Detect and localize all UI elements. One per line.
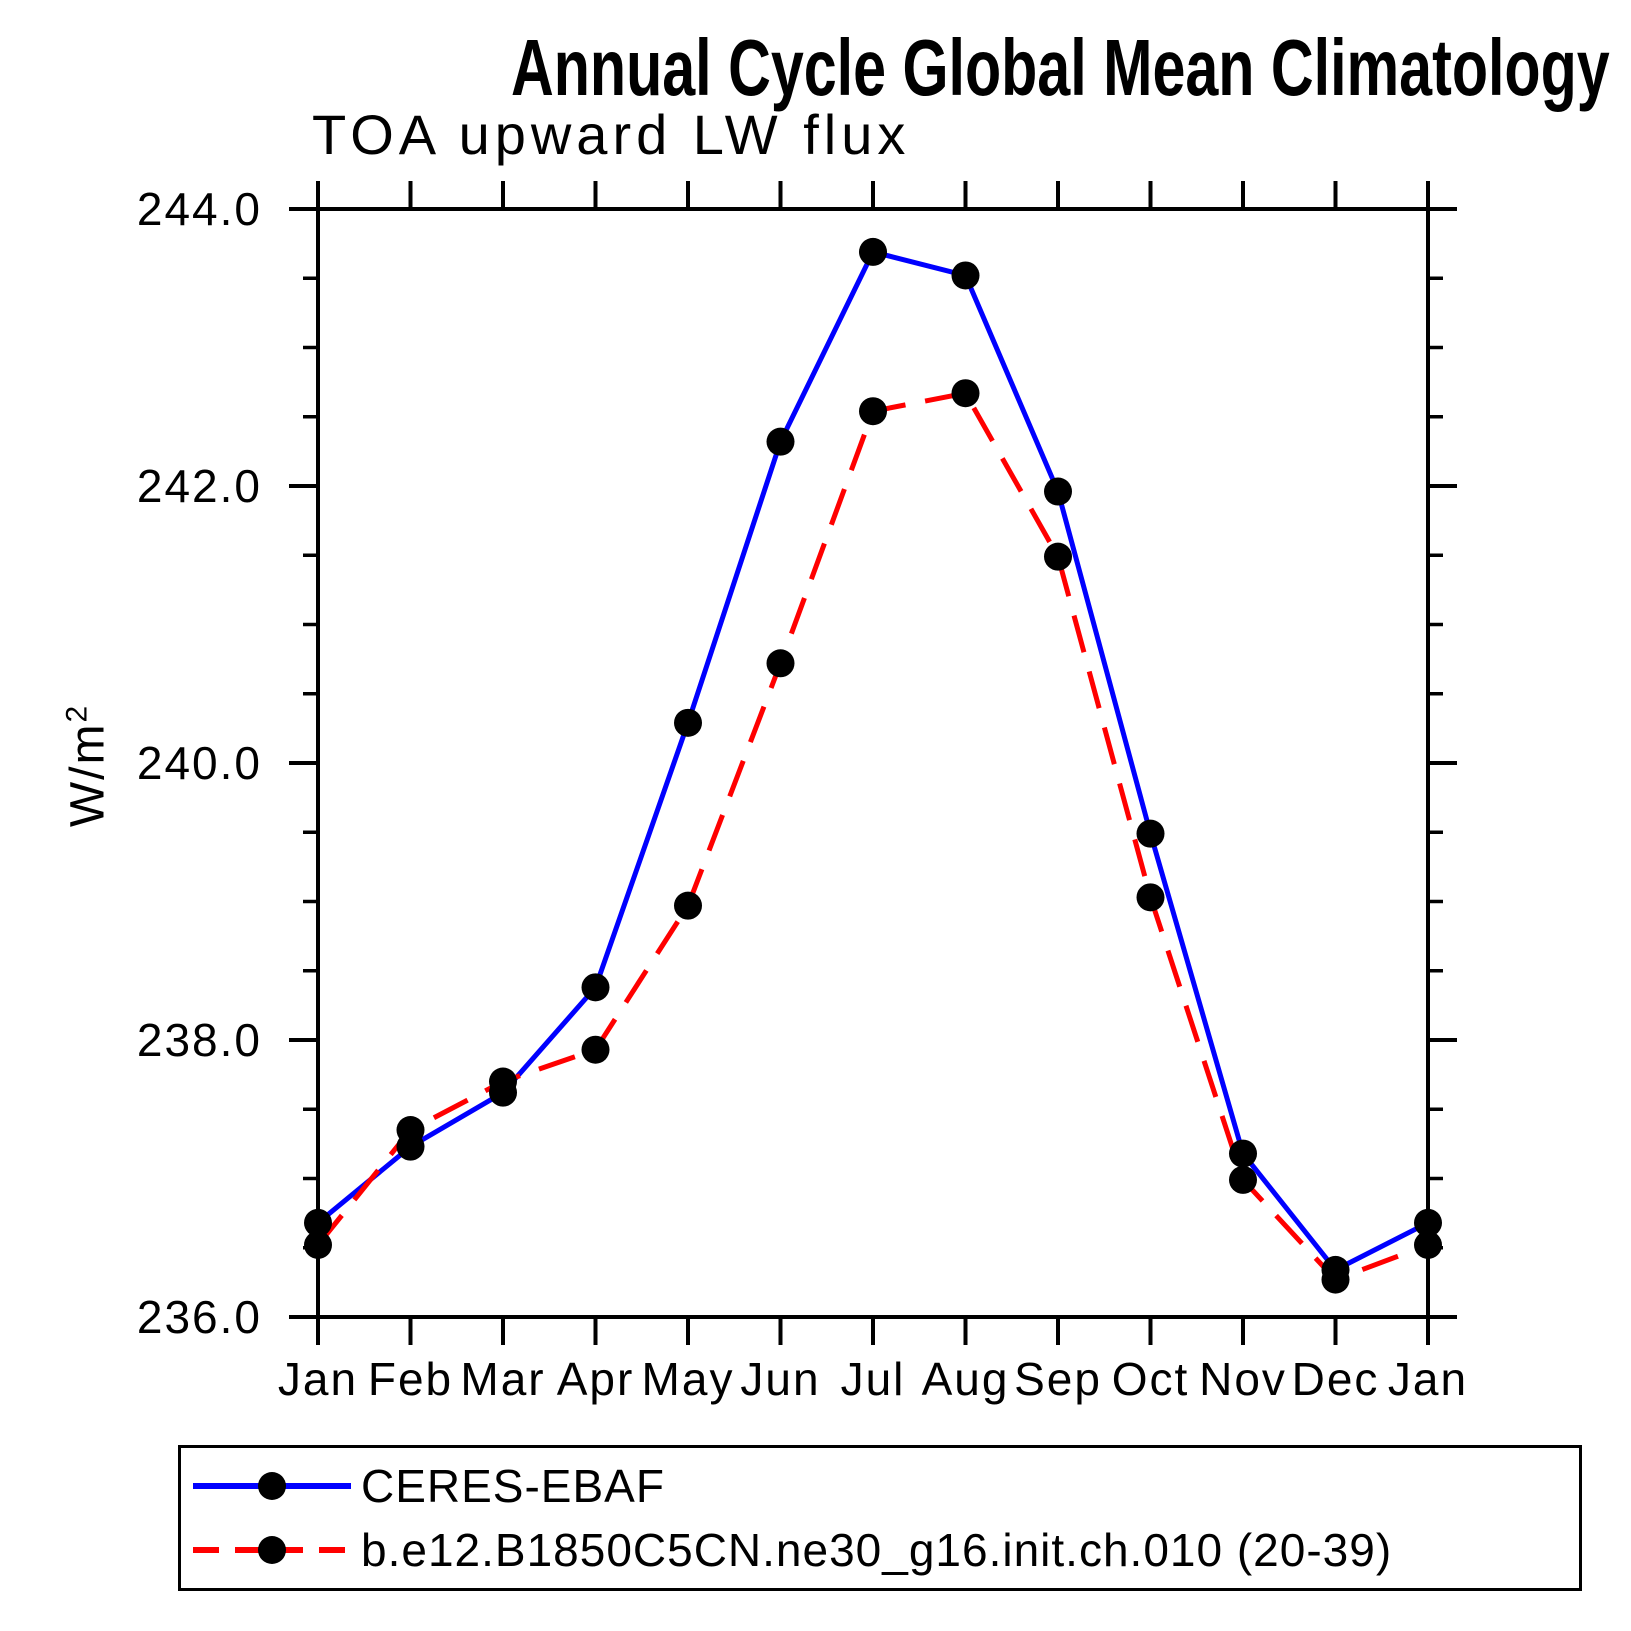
data-point-marker-1 <box>951 379 980 408</box>
data-point-marker-0 <box>859 237 887 266</box>
data-point-marker-0 <box>1229 1139 1257 1168</box>
data-point-marker-1 <box>1044 542 1072 571</box>
x-tick-label: Jul <box>841 1353 906 1405</box>
data-point-marker-0 <box>1044 477 1072 506</box>
data-point-marker-1 <box>766 649 795 678</box>
x-tick-label: Sep <box>1014 1353 1102 1405</box>
legend-item-model: b.e12.B1850C5CN.ne30_g16.init.ch.010 (20… <box>187 1520 1579 1580</box>
x-tick-label: Nov <box>1199 1353 1287 1405</box>
data-point-marker-1 <box>581 1035 610 1064</box>
chart-title-text: Annual Cycle Global Mean Climatology <box>511 23 1610 112</box>
data-point-marker-0 <box>766 427 795 456</box>
data-point-marker-0 <box>581 973 610 1002</box>
solid-line-marker-icon <box>193 1472 351 1500</box>
x-tick-label: Jan <box>1388 1353 1468 1405</box>
series-line-1 <box>316 390 1429 1283</box>
data-point-marker-0 <box>1136 819 1165 848</box>
x-tick-label: May <box>642 1353 735 1405</box>
data-point-marker-1 <box>489 1067 517 1096</box>
x-tick-label: Aug <box>922 1353 1010 1405</box>
y-tick-label: 236.0 <box>137 1291 262 1343</box>
data-point-marker-0 <box>304 1208 332 1237</box>
data-point-marker-0 <box>951 261 980 290</box>
chart-title: Annual Cycle Global Mean Climatology <box>318 22 1610 114</box>
legend-dot-icon <box>258 1536 286 1564</box>
x-tick-label: Apr <box>557 1353 635 1405</box>
data-point-marker-1 <box>1229 1165 1257 1194</box>
data-point-marker-1 <box>859 397 887 426</box>
x-tick-label: Dec <box>1292 1353 1380 1405</box>
legend-dot-icon <box>258 1472 286 1500</box>
legend-item-observation: CERES-EBAF <box>187 1456 1579 1516</box>
y-tick-label: 240.0 <box>137 737 262 789</box>
plot-frame <box>316 207 1430 1319</box>
data-point-marker-1 <box>674 891 702 920</box>
x-tick-label: Jun <box>740 1353 820 1405</box>
chart-subtitle: TOA upward LW flux <box>312 103 911 166</box>
data-point-marker-1 <box>1414 1230 1442 1259</box>
y-tick-label: 238.0 <box>137 1014 262 1066</box>
x-tick-label: Jan <box>278 1353 358 1405</box>
y-tick-label: 242.0 <box>137 460 262 512</box>
legend: CERES-EBAF b.e12.B1850C5CN.ne30_g16.init… <box>178 1445 1582 1591</box>
x-tick-label: Feb <box>368 1353 453 1405</box>
dashed-line-marker-icon <box>193 1536 351 1564</box>
y-tick-label: 244.0 <box>137 183 262 235</box>
x-tick-label: Mar <box>460 1353 545 1405</box>
x-tick-label: Oct <box>1112 1353 1190 1405</box>
data-point-marker-0 <box>674 708 702 737</box>
data-point-marker-1 <box>304 1230 332 1259</box>
data-point-marker-1 <box>396 1116 425 1145</box>
legend-label-model: b.e12.B1850C5CN.ne30_g16.init.ch.010 (20… <box>361 1524 1393 1576</box>
data-point-marker-1 <box>1136 883 1165 912</box>
legend-label-observation: CERES-EBAF <box>361 1460 665 1512</box>
data-point-marker-1 <box>1321 1265 1350 1294</box>
data-point-marker-0 <box>1414 1208 1442 1237</box>
